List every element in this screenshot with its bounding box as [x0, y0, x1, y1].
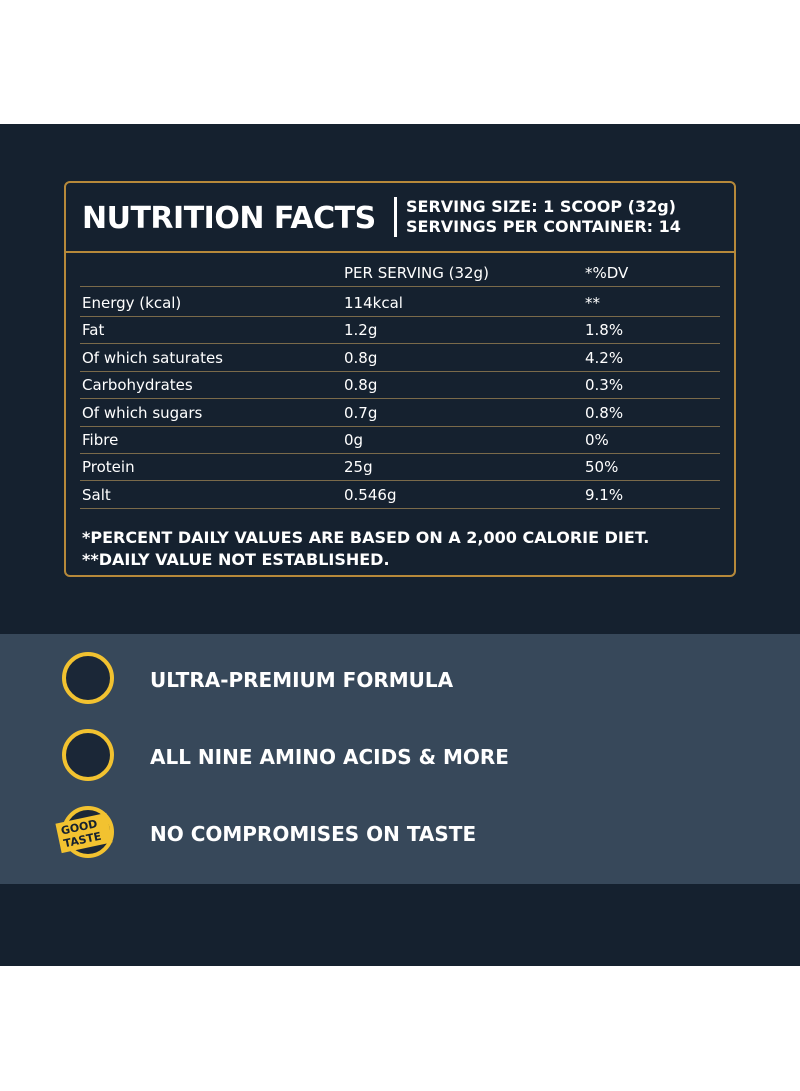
title: NUTRITION FACTS	[82, 201, 376, 236]
cell: Carbohydrates	[82, 376, 193, 395]
cell: 0%	[585, 431, 609, 449]
column-header: PER SERVING (32g) *%DV	[80, 259, 720, 287]
nutrition-panel: NUTRITION FACTS SERVING SIZE: 1 SCOOP (3…	[64, 181, 736, 577]
cell: 0.546g	[344, 485, 397, 504]
footnotes: *PERCENT DAILY VALUES ARE BASED ON A 2,0…	[82, 527, 649, 571]
table-row: Energy (kcal) 114kcal **	[80, 289, 720, 317]
cell: Of which sugars	[82, 403, 203, 422]
feature: GOOD TASTE NO COMPROMISES ON TASTE	[55, 806, 762, 866]
cell: 9.1%	[585, 485, 624, 504]
feature-label: NO COMPROMISES ON TASTE	[150, 822, 477, 846]
column-label: *%DV	[585, 264, 629, 282]
table-row: Of which sugars 0.7g 0.8%	[80, 399, 720, 427]
table-row: Fibre 0g 0%	[80, 426, 720, 454]
feature: ALL NINE AMINO ACIDS & MORE	[62, 729, 762, 789]
cell: 25g	[344, 458, 373, 477]
cell: 4.2%	[585, 348, 624, 367]
cell: Energy (kcal)	[82, 294, 182, 312]
cell: 0.7g	[344, 403, 378, 422]
table-row: Salt 0.546g 9.1%	[80, 481, 720, 509]
footnote: *PERCENT DAILY VALUES ARE BASED ON A 2,0…	[82, 528, 650, 547]
feature-icon	[62, 729, 114, 781]
badge: GOOD TASTE	[55, 812, 113, 854]
cell: 50%	[585, 458, 619, 477]
cell: 0.8g	[344, 348, 378, 367]
table-row: Of which saturates 0.8g 4.2%	[80, 344, 720, 372]
cell: 0.3%	[585, 376, 624, 395]
servings-per-container: SERVINGS PER CONTAINER: 14	[406, 217, 681, 236]
serving-size: SERVING SIZE: 1 SCOOP (32g)	[406, 197, 676, 216]
feature-label: ULTRA-PREMIUM FORMULA	[150, 668, 454, 692]
column-label: PER SERVING (32g)	[344, 264, 489, 282]
table-row: Protein 25g 50%	[80, 453, 720, 482]
table-row: Carbohydrates 0.8g 0.3%	[80, 371, 720, 400]
footnote: **DAILY VALUE NOT ESTABLISHED.	[82, 550, 390, 569]
cell: Salt	[82, 485, 111, 504]
feature: ULTRA-PREMIUM FORMULA	[62, 652, 762, 712]
cell: 0.8g	[344, 376, 378, 395]
cell: Fibre	[82, 431, 119, 449]
cell: Of which saturates	[82, 348, 223, 367]
cell: 1.2g	[344, 321, 378, 340]
cell: Fat	[82, 321, 105, 340]
feature-icon: GOOD TASTE	[55, 806, 114, 858]
cell: **	[585, 294, 600, 312]
cell: 114kcal	[344, 294, 403, 312]
table-row: Fat 1.2g 1.8%	[80, 316, 720, 345]
feature-icon	[62, 652, 114, 704]
cell: 0g	[344, 431, 364, 449]
cell: Protein	[82, 458, 135, 477]
feature-band	[0, 634, 800, 884]
cell: 1.8%	[585, 321, 624, 340]
serving-info: SERVING SIZE: 1 SCOOP (32g) SERVINGS PER …	[406, 197, 681, 237]
feature-label: ALL NINE AMINO ACIDS & MORE	[150, 745, 509, 769]
panel-header: NUTRITION FACTS SERVING SIZE: 1 SCOOP (3…	[66, 183, 734, 253]
separator	[394, 197, 397, 237]
cell: 0.8%	[585, 403, 624, 422]
